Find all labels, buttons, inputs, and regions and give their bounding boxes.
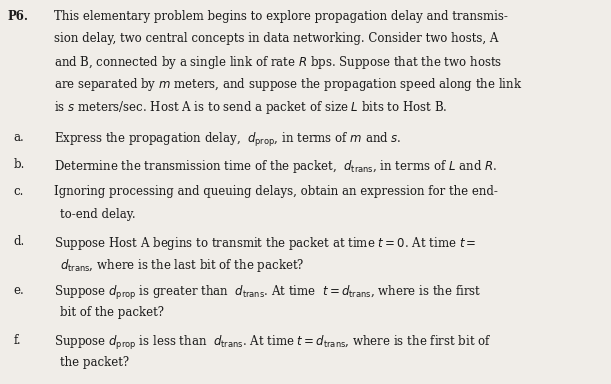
Text: Ignoring processing and queuing delays, obtain an expression for the end-: Ignoring processing and queuing delays, … <box>54 185 497 198</box>
Text: Determine the transmission time of the packet,  $d_{\mathrm{trans}}$, in terms o: Determine the transmission time of the p… <box>54 158 497 175</box>
Text: e.: e. <box>13 284 24 297</box>
Text: f.: f. <box>13 334 21 347</box>
Text: This elementary problem begins to explore propagation delay and transmis-: This elementary problem begins to explor… <box>54 10 508 23</box>
Text: b.: b. <box>13 158 25 171</box>
Text: Express the propagation delay,  $d_{\mathrm{prop}}$, in terms of $m$ and $s$.: Express the propagation delay, $d_{\math… <box>54 131 401 149</box>
Text: sion delay, two central concepts in data networking. Consider two hosts, A: sion delay, two central concepts in data… <box>54 32 498 45</box>
Text: d.: d. <box>13 235 24 248</box>
Text: Suppose $d_{\mathrm{prop}}$ is greater than  $d_{\mathrm{trans}}$. At time  $t =: Suppose $d_{\mathrm{prop}}$ is greater t… <box>54 284 481 302</box>
Text: a.: a. <box>13 131 24 144</box>
Text: Suppose $d_{\mathrm{prop}}$ is less than  $d_{\mathrm{trans}}$. At time $t = d_{: Suppose $d_{\mathrm{prop}}$ is less than… <box>54 334 491 352</box>
Text: P6.: P6. <box>7 10 28 23</box>
Text: Suppose Host A begins to transmit the packet at time $t = 0$. At time $t =$: Suppose Host A begins to transmit the pa… <box>54 235 477 252</box>
Text: are separated by $m$ meters, and suppose the propagation speed along the link: are separated by $m$ meters, and suppose… <box>54 76 522 93</box>
Text: is $s$ meters/sec. Host A is to send a packet of size $L$ bits to Host B.: is $s$ meters/sec. Host A is to send a p… <box>54 99 447 116</box>
Text: bit of the packet?: bit of the packet? <box>60 306 164 319</box>
Text: g.: g. <box>13 383 24 384</box>
Text: and B, connected by a single link of rate $R$ bps. Suppose that the two hosts: and B, connected by a single link of rat… <box>54 54 502 71</box>
Text: $d_{\mathrm{trans}}$, where is the last bit of the packet?: $d_{\mathrm{trans}}$, where is the last … <box>60 257 304 274</box>
Text: c.: c. <box>13 185 24 198</box>
Text: to-end delay.: to-end delay. <box>60 208 136 220</box>
Text: Suppose $s = 2.5 \cdot 10^{8}$, $L = 120$ bits, and $R = 56$ kbps. Find the dist: Suppose $s = 2.5 \cdot 10^{8}$, $L = 120… <box>54 383 469 384</box>
Text: the packet?: the packet? <box>60 356 129 369</box>
